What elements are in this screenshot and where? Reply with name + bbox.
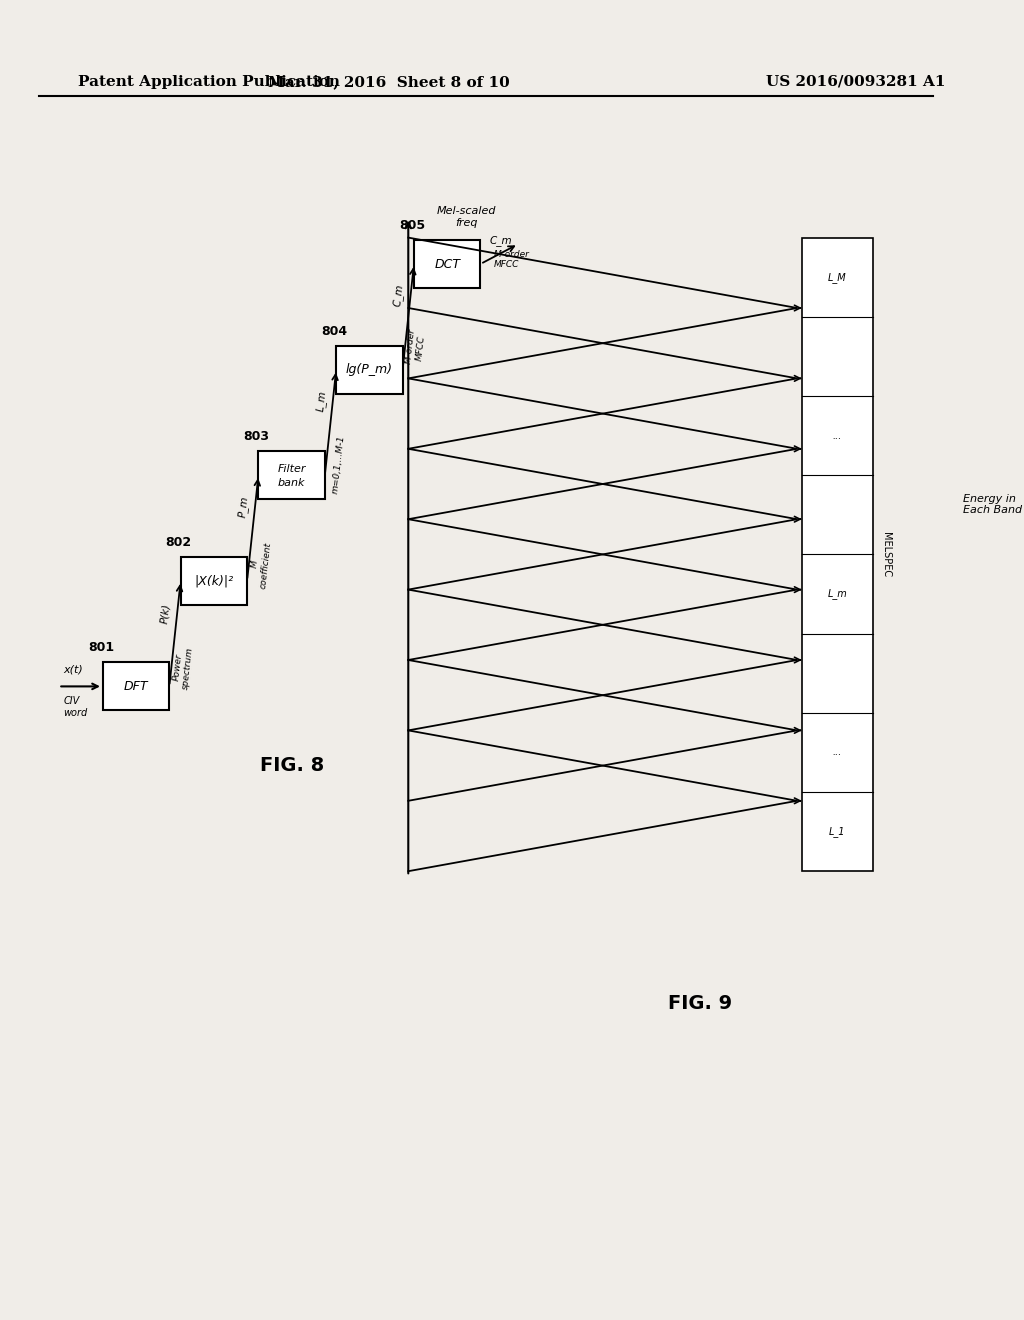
Text: Mel-scaled
freq: Mel-scaled freq: [437, 206, 497, 227]
Text: M order
MFCC: M order MFCC: [494, 249, 528, 269]
Text: ...: ...: [833, 430, 842, 441]
Text: DFT: DFT: [124, 680, 148, 693]
Text: ...: ...: [833, 747, 842, 758]
Bar: [802, 238, 873, 871]
Text: Filter: Filter: [278, 465, 306, 474]
Text: bank: bank: [278, 478, 305, 488]
Text: MELSPEC: MELSPEC: [881, 532, 891, 577]
Text: |X(k)|²: |X(k)|²: [195, 574, 233, 587]
Text: CIV
word: CIV word: [63, 697, 87, 718]
Text: M order
MFCC: M order MFCC: [404, 329, 427, 366]
Text: M
coefficient: M coefficient: [248, 540, 272, 589]
Bar: [336, 346, 402, 393]
Text: L_m: L_m: [314, 391, 328, 412]
Bar: [258, 451, 325, 499]
Text: 804: 804: [322, 325, 347, 338]
Text: DCT: DCT: [434, 257, 460, 271]
Text: m=0,1,...M-1: m=0,1,...M-1: [331, 434, 346, 494]
Text: Mar. 31, 2016  Sheet 8 of 10: Mar. 31, 2016 Sheet 8 of 10: [268, 75, 510, 88]
Text: C_m: C_m: [489, 235, 512, 246]
Text: L_M: L_M: [828, 272, 847, 282]
Text: 802: 802: [166, 536, 191, 549]
Text: 801: 801: [88, 642, 114, 655]
Text: L_m: L_m: [827, 589, 847, 599]
Text: 805: 805: [399, 219, 425, 232]
Text: x(t): x(t): [63, 664, 83, 675]
Bar: [180, 557, 247, 605]
Text: P(k): P(k): [160, 602, 172, 623]
Bar: [414, 240, 480, 288]
Text: lg(P_m): lg(P_m): [346, 363, 393, 376]
Text: Patent Application Publication: Patent Application Publication: [78, 75, 340, 88]
Text: 803: 803: [244, 430, 269, 444]
Text: C_m: C_m: [392, 282, 406, 306]
Text: P_m: P_m: [237, 495, 250, 517]
Text: US 2016/0093281 A1: US 2016/0093281 A1: [766, 75, 945, 88]
Text: FIG. 9: FIG. 9: [668, 994, 732, 1012]
Text: Energy in
Each Band: Energy in Each Band: [964, 494, 1022, 515]
Bar: [102, 663, 169, 710]
Text: Power
spectrum: Power spectrum: [171, 645, 195, 690]
Text: FIG. 8: FIG. 8: [259, 756, 324, 775]
Text: L_1: L_1: [829, 826, 846, 837]
